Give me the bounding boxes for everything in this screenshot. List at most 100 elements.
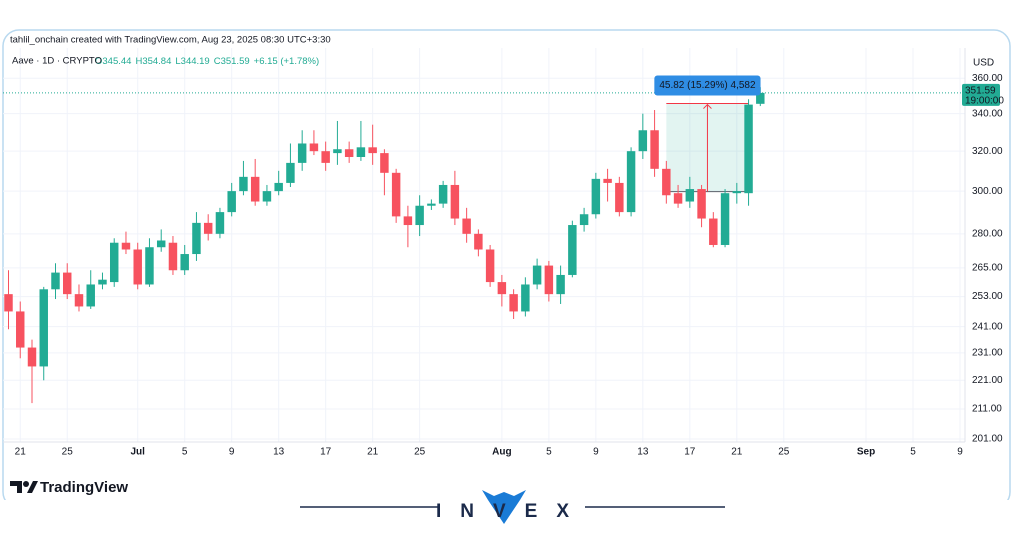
candle-body	[427, 203, 436, 206]
brand-text: INVEX	[436, 501, 588, 522]
candle-body	[180, 254, 189, 271]
candle-body	[309, 143, 319, 152]
x-tick-label: 9	[957, 447, 963, 458]
candle-body	[333, 149, 342, 154]
candle-body	[321, 151, 330, 163]
candle-body	[744, 104, 753, 194]
candle-body	[509, 294, 518, 312]
candle-body	[356, 147, 366, 158]
candle-body	[638, 130, 648, 152]
candle-body	[227, 191, 236, 213]
x-tick-label: 17	[320, 447, 332, 458]
candle-body	[462, 218, 471, 234]
chart-title: tahlil_onchain created with TradingView.…	[10, 35, 331, 46]
y-tick-label: 241.00	[972, 321, 1003, 332]
x-tick-label: 17	[684, 447, 696, 458]
candle-body	[391, 172, 401, 217]
candle-body	[685, 189, 695, 202]
candle-body	[156, 240, 166, 248]
candle-body	[145, 247, 154, 285]
candle-body	[168, 242, 178, 271]
candle-body	[732, 191, 742, 194]
candle-body	[450, 184, 460, 219]
candle-body	[579, 214, 589, 226]
candle-body	[591, 178, 601, 215]
marks	[3, 87, 965, 404]
frame	[2, 29, 1011, 509]
candle-body	[39, 289, 48, 367]
candle-body	[650, 130, 659, 169]
candle-body	[192, 222, 201, 255]
watermark-text: TradingView	[40, 479, 128, 496]
candle-body	[262, 191, 272, 202]
candle-body	[63, 272, 72, 295]
candle-body	[27, 347, 37, 367]
candle-body	[603, 178, 612, 183]
legend: O345.44 H354.84 L344.19 C351.59 +6.15 (+1.78…	[95, 56, 319, 67]
candle-body	[720, 193, 730, 245]
currency-label: USD	[973, 58, 994, 69]
labels: 360.00 340.00 320.00 300.00 280.00 265.00 253.…	[15, 56, 1005, 458]
candle-body	[403, 216, 413, 226]
grid	[3, 48, 965, 442]
candle-body	[344, 149, 354, 158]
candle-body	[368, 147, 377, 154]
candle-body	[709, 218, 718, 245]
candle-body	[544, 265, 554, 295]
x-tick-label: 13	[273, 447, 285, 458]
watermark-logo: TradingView	[10, 479, 128, 496]
candle-body	[215, 212, 225, 234]
x-tick-label: 5	[910, 447, 916, 458]
brand-logo: INVEX	[0, 490, 1024, 538]
y-tick-label: 340.00	[972, 108, 1003, 119]
x-tick-label: 9	[593, 447, 599, 458]
candle-body	[474, 233, 483, 250]
candle-body	[297, 143, 307, 163]
x-tick-label: Sep	[857, 447, 875, 458]
x-tick-label: Jul	[130, 447, 145, 458]
y-tick-label: 231.00	[972, 348, 1003, 359]
x-tick-label: 13	[637, 447, 649, 458]
candle-body	[203, 222, 213, 234]
y-tick-label: 360.00	[972, 73, 1003, 84]
candle-body	[380, 153, 389, 173]
legend-value: +6.15 (+1.78%)	[254, 56, 320, 67]
candle-body	[556, 274, 565, 295]
candle-body	[673, 193, 683, 204]
measure-label: 45.82 (15.29%) 4,582	[659, 80, 756, 91]
candle-body	[133, 249, 142, 285]
price-tag-countdown: 19:00:00	[965, 96, 1004, 107]
candle-body	[250, 176, 260, 202]
candle-body	[4, 294, 13, 312]
x-tick-label: 21	[367, 447, 379, 458]
candle-body	[86, 284, 95, 307]
x-tick-label: 25	[414, 447, 426, 458]
y-tick-label: 320.00	[972, 146, 1003, 157]
candle-body	[568, 225, 577, 275]
candle-body	[74, 294, 84, 307]
candle-body	[438, 184, 448, 204]
x-tick-label: 25	[62, 447, 74, 458]
candle-body	[697, 189, 706, 219]
y-tick-label: 211.00	[972, 404, 1002, 415]
candle-body	[532, 265, 542, 285]
candle-body	[286, 162, 295, 183]
y-tick-label: 280.00	[972, 228, 1003, 239]
candle-body	[16, 311, 25, 348]
x-tick-label: 21	[731, 447, 743, 458]
x-tick-label: Aug	[492, 447, 511, 458]
candle-body	[274, 182, 283, 192]
y-tick-label: 221.00	[972, 375, 1003, 386]
candle-body	[615, 182, 624, 213]
measure-label-box	[654, 75, 761, 96]
candle-body	[626, 151, 636, 213]
price-tag-value: 351.59	[965, 86, 996, 97]
x-tick-label: 5	[182, 447, 188, 458]
candle-body	[662, 168, 671, 196]
y-tick-label: 265.00	[972, 263, 1003, 274]
legend-value: C351.59	[214, 56, 250, 67]
measure-arrowhead	[703, 103, 712, 109]
y-tick-label: 201.00	[972, 434, 1003, 445]
